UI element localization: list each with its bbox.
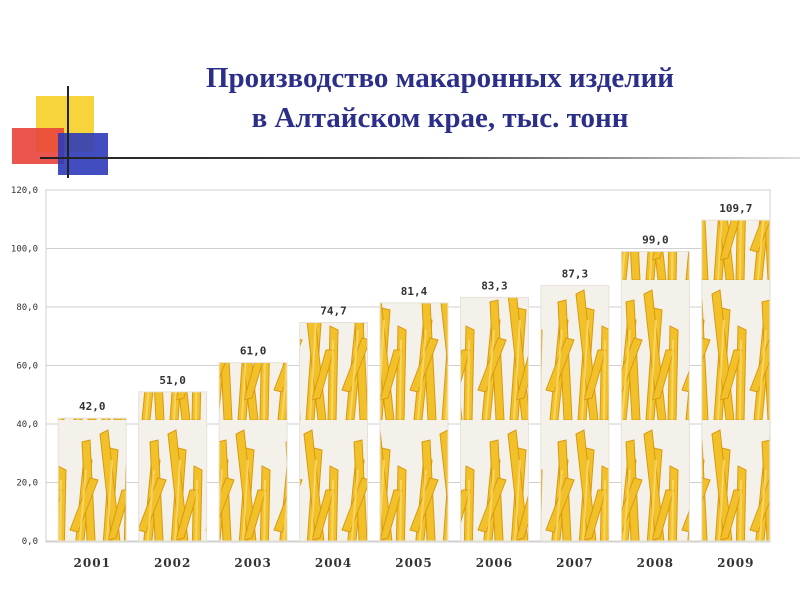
data-label-2008: 99,0 xyxy=(642,233,669,246)
data-label-2001: 42,0 xyxy=(79,400,106,413)
deco-blue-square xyxy=(58,133,108,175)
bar-2002 xyxy=(138,391,208,542)
y-tick-label: 20,0 xyxy=(16,479,38,489)
deco-horizontal-line xyxy=(40,157,800,159)
x-tick-label-2006: 2006 xyxy=(476,556,513,570)
y-tick-label: 0,0 xyxy=(22,537,38,547)
bar-2003 xyxy=(218,362,288,542)
bar-2001 xyxy=(57,417,127,542)
data-label-2005: 81,4 xyxy=(401,285,428,298)
x-tick-label-2007: 2007 xyxy=(556,556,593,570)
data-label-2007: 87,3 xyxy=(562,268,589,281)
data-label-2002: 51,0 xyxy=(159,374,186,387)
x-tick-label-2002: 2002 xyxy=(154,556,191,570)
bar-2006 xyxy=(459,296,529,542)
title-line-1: Производство макаронных изделий xyxy=(205,62,674,94)
y-tick-label: 120,0 xyxy=(11,186,38,196)
y-tick-label: 40,0 xyxy=(16,420,38,430)
x-tick-label-2005: 2005 xyxy=(395,556,432,570)
data-label-2009: 109,7 xyxy=(719,202,752,215)
bar-2004 xyxy=(299,322,369,542)
bar-2008 xyxy=(620,250,690,542)
data-label-2004: 74,7 xyxy=(320,305,347,318)
bar-2009 xyxy=(701,219,771,542)
data-label-2003: 61,0 xyxy=(240,345,267,358)
x-tick-label-2003: 2003 xyxy=(234,556,271,570)
data-label-2006: 83,3 xyxy=(481,279,508,292)
page-title: Производство макаронных изделий в Алтайс… xyxy=(120,58,760,138)
bar-2007 xyxy=(540,285,610,542)
bar-2005 xyxy=(379,302,449,542)
x-tick-label-2004: 2004 xyxy=(315,556,352,570)
x-tick-label-2001: 2001 xyxy=(74,556,111,570)
y-tick-label: 60,0 xyxy=(16,362,38,372)
deco-vertical-line xyxy=(67,86,69,178)
y-tick-label: 80,0 xyxy=(16,303,38,313)
title-line-2: в Алтайском крае, тыс. тонн xyxy=(251,102,629,134)
x-tick-label-2009: 2009 xyxy=(717,556,754,570)
x-tick-label-2008: 2008 xyxy=(637,556,674,570)
y-tick-label: 100,0 xyxy=(11,245,38,255)
